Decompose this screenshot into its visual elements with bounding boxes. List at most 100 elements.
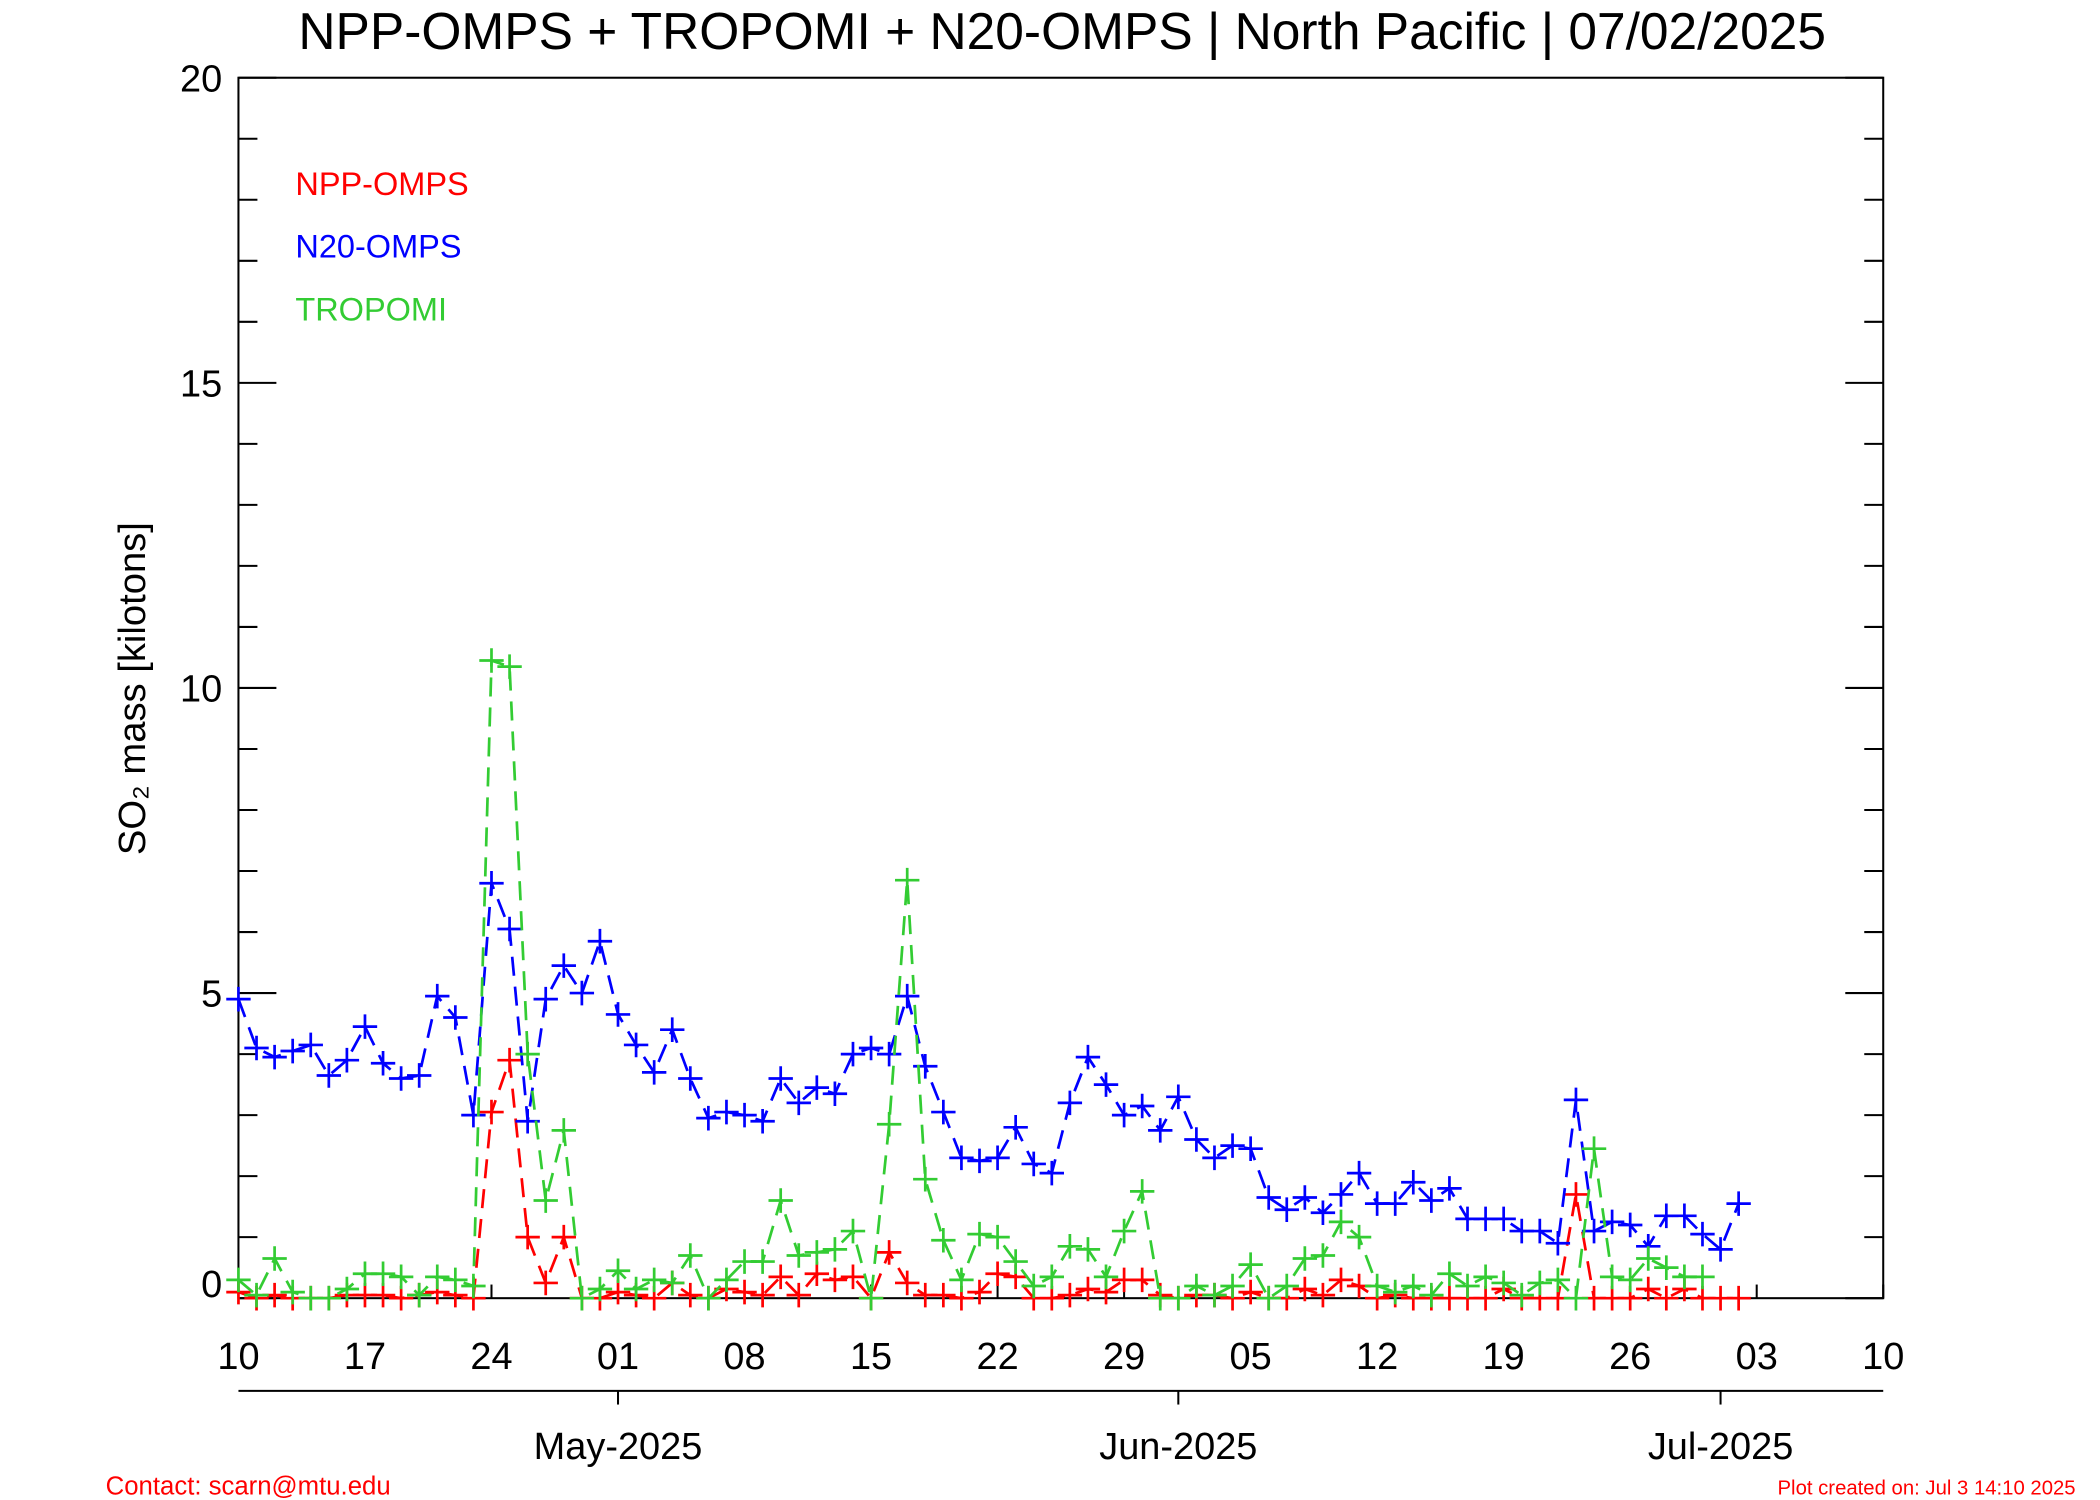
point-marker [822,1267,848,1293]
point-marker [1726,1285,1751,1311]
point-marker [533,986,558,1012]
point-marker [388,1285,414,1311]
point-marker [1075,1044,1101,1070]
point-marker [1473,1285,1498,1311]
chart-title: NPP-OMPS + TROPOMI + N20-OMPS | North Pa… [298,2,1826,60]
point-marker [949,1145,974,1171]
point-marker [334,1047,360,1073]
point-marker [280,1038,305,1064]
point-marker [1003,1249,1028,1274]
point-marker [1690,1221,1715,1247]
y-tick-label: 10 [180,668,222,710]
point-marker [1636,1276,1661,1302]
point-marker [1473,1264,1498,1290]
point-marker [497,916,522,942]
point-marker [1581,1218,1607,1244]
point-marker [1401,1273,1426,1299]
point-marker [1654,1285,1679,1311]
point-marker [1383,1279,1408,1305]
point-marker [1057,1282,1083,1308]
point-marker [858,1285,884,1311]
point-marker [1274,1273,1299,1299]
point-marker [1310,1282,1336,1308]
point-marker [931,1099,956,1125]
x-tick-label: 10 [217,1336,259,1378]
point-marker [587,928,613,954]
point-marker [569,1285,595,1311]
point-marker [605,1258,631,1283]
point-marker [244,1282,269,1308]
point-marker [804,1240,830,1265]
point-marker [388,1066,414,1091]
point-marker [1491,1206,1516,1232]
point-marker [298,1032,323,1058]
point-marker [1292,1185,1318,1210]
point-marker [1021,1273,1046,1299]
point-marker [551,1224,576,1250]
point-marker [678,1243,703,1268]
point-marker [515,1224,540,1250]
point-marker [1220,1273,1245,1299]
point-marker [1310,1200,1336,1226]
point-marker [985,1224,1010,1250]
point-marker [768,1066,793,1091]
point-marker [1238,1279,1263,1305]
point-marker [1617,1267,1643,1293]
month-label: Jun-2025 [1099,1426,1257,1468]
point-marker [967,1221,992,1247]
point-marker [605,1002,631,1027]
point-marker [1111,1218,1137,1244]
point-marker [1437,1176,1462,1201]
point-marker [732,1279,757,1305]
point-marker [479,648,504,673]
point-marker [1545,1267,1571,1293]
point-marker [1220,1133,1245,1158]
point-marker [461,1273,486,1299]
point-marker [1455,1273,1480,1299]
point-marker [569,980,595,1006]
point-marker [804,1075,830,1100]
x-tick-label: 03 [1736,1336,1778,1378]
x-tick-label: 29 [1103,1336,1145,1378]
point-marker [678,1066,703,1091]
point-marker [262,1044,287,1070]
point-marker [750,1108,775,1134]
point-marker [1328,1209,1354,1235]
legend-entry: NPP-OMPS [295,165,468,202]
point-marker [497,1047,522,1073]
point-marker [678,1282,703,1308]
point-marker [1292,1276,1318,1302]
point-marker [623,1032,649,1058]
point-marker [262,1246,287,1271]
point-marker [714,1267,739,1293]
point-marker [1401,1169,1426,1195]
point-marker [696,1285,721,1311]
point-marker [1202,1282,1227,1308]
point-marker [497,654,522,679]
point-marker [443,1005,468,1030]
x-tick-label: 08 [723,1336,765,1378]
point-marker [913,1054,938,1079]
point-marker [587,1276,613,1302]
month-label: May-2025 [534,1426,703,1468]
point-marker [479,1099,504,1125]
point-marker [1202,1145,1227,1171]
point-marker [876,1111,902,1137]
point-marker [1346,1224,1372,1250]
point-marker [1599,1264,1625,1290]
legend-entry: N20-OMPS [295,228,461,265]
point-marker [1491,1270,1516,1296]
point-marker [660,1017,685,1042]
point-marker [1328,1267,1354,1293]
point-marker [388,1264,414,1290]
point-marker [1003,1115,1028,1140]
point-marker [931,1227,956,1253]
point-marker [551,1118,576,1143]
point-marker [515,1041,540,1067]
point-marker [1129,1267,1155,1293]
point-marker [533,1270,558,1296]
point-marker [425,983,450,1009]
point-marker [840,1041,866,1067]
point-marker [1039,1264,1064,1290]
